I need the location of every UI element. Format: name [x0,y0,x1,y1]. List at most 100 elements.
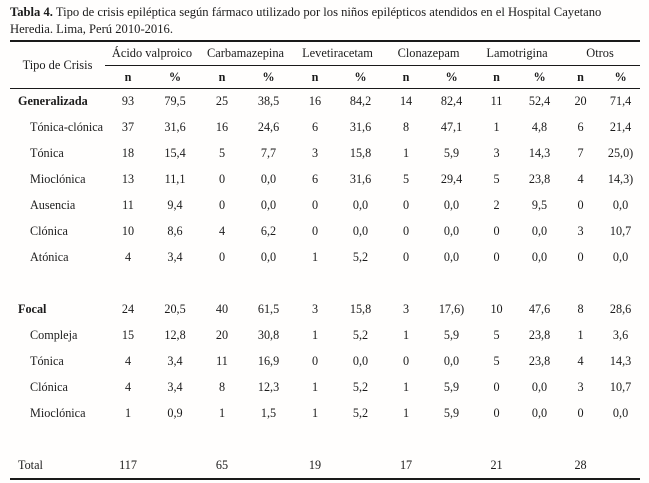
value-cell: 0,0 [612,406,629,420]
value-cell: 1 [402,146,410,160]
value-cell: 0,0 [531,250,548,264]
pct-subheader: % [519,65,561,89]
value-cell: 0 [218,198,226,212]
row-label: Total [18,457,43,472]
table-row: Ausencia 11 9,4 0 0,0 0 0,0 0 0,0 2 9,5 0 0,0 [10,193,640,219]
value-cell: 0,0 [260,250,277,264]
value-cell: 61,5 [257,302,280,316]
row-label: Tónica [30,146,64,160]
value-cell: 0,0 [352,354,369,368]
row-label: Ausencia [30,198,76,212]
value-cell: 47,6 [528,302,551,316]
value-cell: 4,8 [531,120,548,134]
value-cell: 9,4 [167,198,183,212]
value-cell: 3 [402,302,410,316]
table-row: Atónica 4 3,4 0 0,0 1 5,2 0 0,0 0 0,0 0 0,0 [10,245,640,271]
value-cell: 29,4 [440,172,463,186]
value-cell [519,453,560,479]
value-cell: 3,4 [167,250,183,264]
value-cell: 0 [402,250,410,264]
value-cell: 3,4 [167,354,183,368]
value-cell: 0,0 [352,224,369,238]
value-cell: 4 [124,354,132,368]
value-cell [151,453,199,479]
n-subheader: n [292,65,339,89]
value-cell: 0 [493,250,500,264]
value-cell: 0 [577,198,584,212]
row-label: Mioclónica [30,406,86,420]
value-cell: 24,6 [257,120,280,134]
value-cell: 0,0 [612,198,629,212]
value-cell: 0 [218,172,226,186]
table-row: Focal 24 20,5 40 61,5 3 15,8 3 17,6) 10 47,6 8 28,6 [10,297,640,323]
value-cell: 11 [122,198,134,212]
value-cell: 0 [493,224,500,238]
value-cell: 23,8 [528,328,551,342]
value-cell: 14,3 [528,146,551,160]
value-cell: 0 [311,224,319,238]
row-label: Compleja [30,328,78,342]
n-subheader: n [105,65,151,89]
value-cell: 21,4 [609,120,632,134]
value-cell: 1,5 [260,406,277,420]
value-cell: 19 [308,457,322,472]
value-cell: 28,6 [609,302,632,316]
value-cell [601,453,640,479]
value-cell: 17 [399,457,413,472]
table-row: Mioclónica 13 11,1 0 0,0 6 31,6 5 29,4 5 23,8 4 14,… [10,167,640,193]
value-cell: 1 [124,406,132,420]
value-cell: 1 [402,328,410,342]
value-cell: 15,8 [349,302,372,316]
value-cell: 3,4 [167,380,183,394]
value-cell: 5,9 [443,146,460,160]
value-cell: 8 [402,120,410,134]
value-cell: 6 [577,120,584,134]
value-cell: 1 [218,406,226,420]
value-cell: 0,0 [531,406,548,420]
value-cell: 47,1 [440,120,463,134]
value-cell: 6 [311,120,319,134]
value-cell: 5,2 [352,328,369,342]
value-cell: 4 [124,250,132,264]
value-cell: 11 [490,94,503,109]
table-row: Tónica 18 15,4 5 7,7 3 15,8 1 5,9 3 14,3 7 25,0) [10,141,640,167]
value-cell: 12,3 [257,380,280,394]
value-cell: 31,6 [349,120,372,134]
value-cell: 17,6) [438,302,465,316]
value-cell: 11 [216,354,228,368]
row-label: Focal [18,302,47,316]
row-label: Clónica [30,380,68,394]
value-cell: 10,7 [609,224,632,238]
subheader-row: n % n % n % n % n % n % [10,65,641,89]
value-cell: 5 [493,328,500,342]
value-cell: 5 [493,354,500,368]
value-cell: 15 [121,328,135,342]
value-cell: 20 [215,328,229,342]
row-label: Generalizada [18,94,88,109]
value-cell: 5,2 [352,406,369,420]
value-cell: 0 [493,406,500,420]
value-cell: 28 [574,457,587,472]
value-cell: 6,2 [260,224,277,238]
value-cell: 5,9 [443,328,460,342]
row-label: Clónica [30,224,68,238]
value-cell: 117 [119,457,137,472]
n-subheader: n [560,65,602,89]
value-cell: 1 [402,406,410,420]
value-cell: 6 [311,172,319,186]
table-row: Mioclónica 1 0,9 1 1,5 1 5,2 1 5,9 0 0,0 0 0,0 [10,401,640,427]
value-cell: 40 [215,302,229,316]
value-cell: 1 [402,380,410,394]
spacer-cell [10,427,640,453]
value-cell: 1 [493,120,500,134]
value-cell: 37 [121,120,135,134]
value-cell [338,453,383,479]
value-cell: 1 [577,328,584,342]
pct-subheader: % [601,65,641,89]
col-group-levetiracetam: Levetiracetam [292,41,384,66]
value-cell: 7,7 [260,146,277,160]
value-cell: 3 [577,224,584,238]
value-cell: 0 [402,354,410,368]
value-cell: 10,7 [609,380,632,394]
value-cell: 5,2 [352,380,369,394]
